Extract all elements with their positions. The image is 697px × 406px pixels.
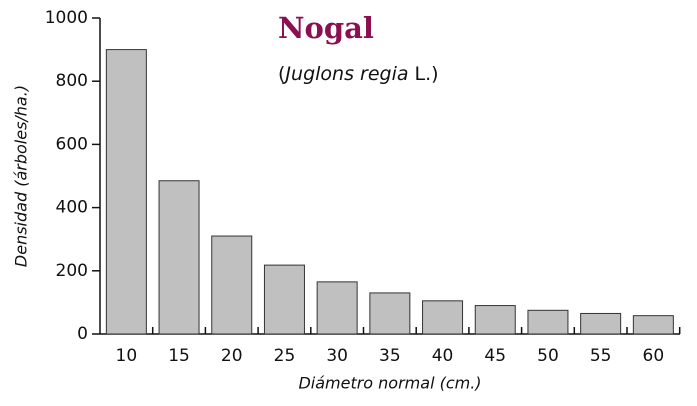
x-tick-label: 40 — [432, 346, 454, 366]
x-tick-label: 10 — [116, 346, 138, 366]
bar — [474, 305, 516, 335]
x-tick-label: 20 — [221, 346, 243, 366]
x-tick-label: 55 — [590, 346, 612, 366]
x-tick-label: 60 — [643, 346, 665, 366]
x-axis-label: Diámetro normal (cm.) — [298, 374, 481, 393]
y-tick-label: 200 — [56, 261, 88, 281]
x-tick-label: 30 — [326, 346, 348, 366]
y-tick-label: 800 — [56, 71, 88, 91]
chart-title: Nogal — [278, 11, 374, 45]
bar — [316, 281, 358, 335]
bar — [422, 300, 464, 335]
chart-subtitle: (Juglons regia L.) — [278, 63, 439, 85]
x-tick-label: 15 — [168, 346, 190, 366]
y-tick-label: 1000 — [45, 8, 88, 28]
y-tick-label: 400 — [56, 198, 88, 218]
bar — [632, 315, 674, 335]
subtitle-part: L.) — [409, 63, 439, 85]
bar — [369, 292, 411, 335]
subtitle-part: ( — [278, 63, 285, 85]
y-tick-label: 0 — [77, 324, 88, 344]
subtitle-part: Juglons regia — [281, 63, 408, 85]
bar — [263, 264, 305, 335]
bar — [527, 309, 569, 335]
x-tick-label: 35 — [379, 346, 401, 366]
bar — [158, 180, 200, 335]
bar — [211, 235, 253, 335]
bar — [580, 312, 622, 335]
y-axis-label: Densidad (árboles/ha.) — [12, 85, 31, 267]
bar — [105, 49, 147, 335]
x-tick-label: 25 — [274, 346, 296, 366]
y-tick-label: 600 — [56, 134, 88, 154]
x-tick-label: 45 — [484, 346, 506, 366]
x-tick-label: 50 — [537, 346, 559, 366]
